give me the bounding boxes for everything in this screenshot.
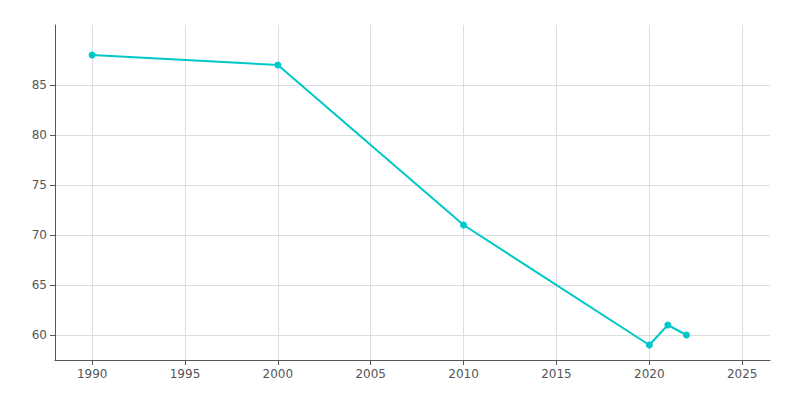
svg-text:2005: 2005: [355, 367, 386, 381]
svg-text:65: 65: [32, 278, 47, 292]
svg-text:2015: 2015: [541, 367, 572, 381]
svg-text:1995: 1995: [170, 367, 201, 381]
svg-text:80: 80: [32, 128, 47, 142]
svg-text:1990: 1990: [77, 367, 108, 381]
svg-text:2010: 2010: [448, 367, 479, 381]
svg-text:2025: 2025: [727, 367, 758, 381]
svg-text:85: 85: [32, 78, 47, 92]
svg-text:2000: 2000: [263, 367, 294, 381]
svg-text:60: 60: [32, 328, 47, 342]
svg-text:75: 75: [32, 178, 47, 192]
svg-text:2020: 2020: [634, 367, 665, 381]
svg-text:70: 70: [32, 228, 47, 242]
